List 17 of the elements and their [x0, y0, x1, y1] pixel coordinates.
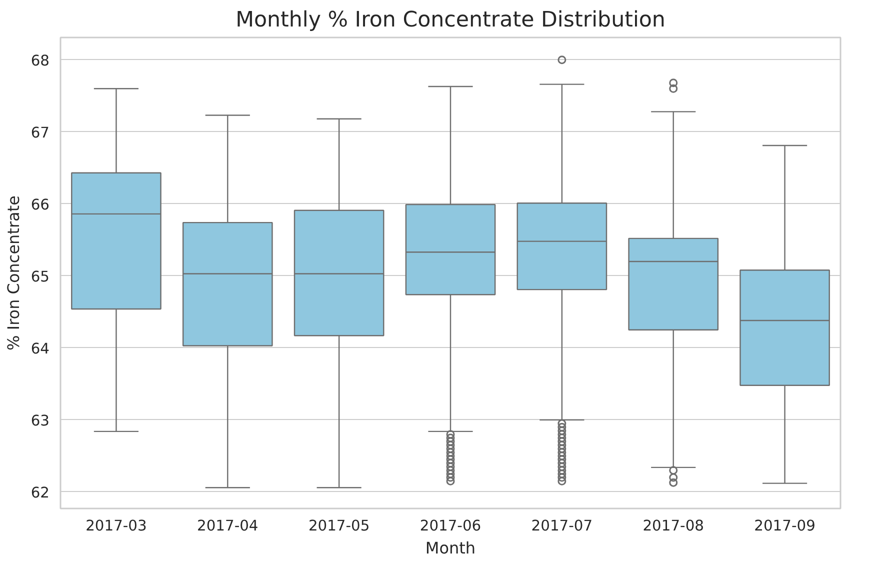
x-tick-label: 2017-08	[642, 518, 704, 534]
chart-title: Monthly % Iron Concentrate Distribution	[236, 8, 666, 32]
x-tick-label: 2017-03	[86, 518, 147, 534]
x-tick-label: 2017-06	[420, 518, 482, 534]
y-tick-label: 65	[30, 268, 50, 286]
y-tick-label: 66	[30, 196, 50, 214]
x-tick-label: 2017-04	[197, 518, 258, 534]
y-tick-label: 67	[30, 124, 50, 142]
x-tick-label: 2017-09	[754, 518, 816, 534]
y-tick-label: 63	[30, 412, 50, 430]
x-tick-label: 2017-05	[308, 518, 370, 534]
y-axis-title: % Iron Concentrate	[4, 196, 23, 350]
y-tick-label: 64	[30, 340, 50, 358]
y-tick-label: 68	[30, 52, 50, 70]
x-tick-label: 2017-07	[531, 518, 593, 534]
y-tick-label: 62	[30, 484, 50, 502]
x-axis-title: Month	[425, 538, 476, 558]
